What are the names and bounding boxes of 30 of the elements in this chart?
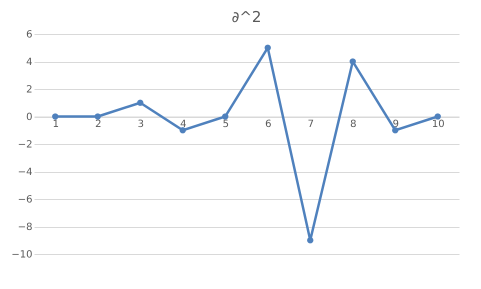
y-tick-label: −10 bbox=[11, 250, 32, 260]
point bbox=[137, 100, 144, 106]
y-tick-label: −2 bbox=[18, 140, 32, 150]
y-tick-label: 0 bbox=[26, 112, 32, 123]
x-tick-label: 10 bbox=[432, 119, 445, 130]
x-tick-label: 5 bbox=[222, 119, 229, 130]
point bbox=[434, 113, 441, 120]
x-tick-label: 7 bbox=[308, 119, 314, 130]
point bbox=[222, 113, 228, 120]
x-tick-label: 2 bbox=[95, 119, 102, 130]
y-tick-label: −8 bbox=[18, 222, 32, 233]
chart-title: ∂^2 bbox=[232, 8, 262, 26]
point bbox=[307, 237, 314, 244]
point bbox=[180, 127, 186, 134]
point bbox=[350, 58, 356, 65]
y-tick-label: 6 bbox=[26, 30, 32, 40]
point bbox=[264, 44, 271, 51]
x-tick-label: 1 bbox=[52, 119, 59, 130]
y-tick-label: −6 bbox=[18, 194, 32, 206]
y-tick-label: 2 bbox=[26, 84, 32, 96]
x-tick-label: 4 bbox=[180, 119, 186, 130]
x-tick-label: 3 bbox=[138, 119, 144, 130]
x-tick-label: 6 bbox=[265, 119, 272, 130]
point bbox=[52, 113, 58, 120]
point bbox=[392, 127, 398, 134]
y-tick-label: 4 bbox=[26, 57, 32, 68]
point bbox=[94, 113, 101, 120]
x-tick-label: 9 bbox=[392, 119, 399, 130]
y-tick-label: −4 bbox=[18, 167, 32, 178]
x-tick-label: 8 bbox=[350, 119, 356, 130]
